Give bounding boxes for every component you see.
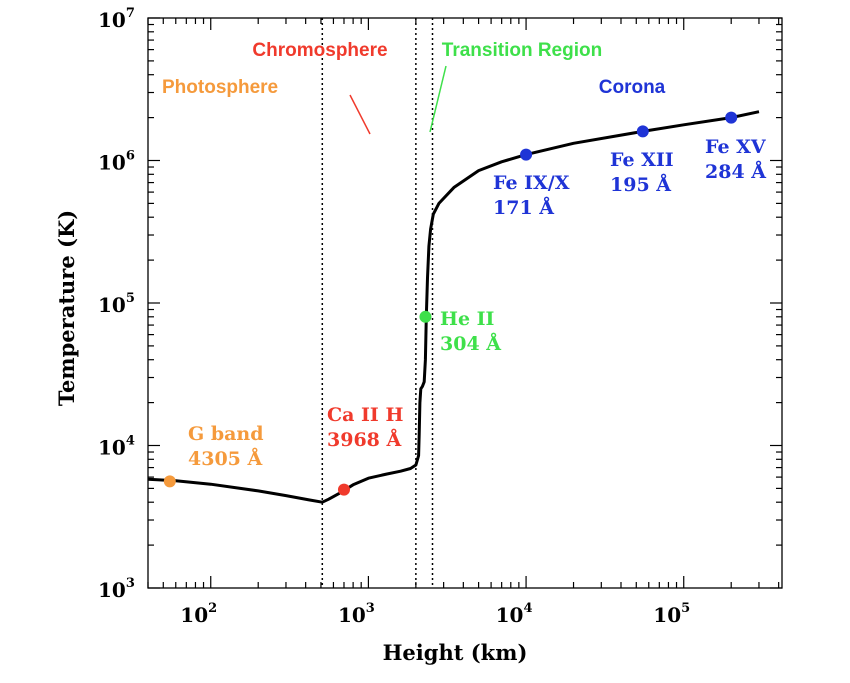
marker-label: Fe IX/X [493,172,570,194]
marker-label: 304 Å [440,332,501,355]
marker-label: 3968 Å [327,428,401,451]
temperature-curve [147,110,760,504]
data-marker [163,475,176,488]
marker-label: Ca II H [327,404,403,426]
y-tick-label: 104 [98,434,135,460]
marker-label: 171 Å [493,196,554,219]
x-tick-label: 103 [338,601,375,627]
y-tick-label: 107 [98,6,135,32]
plot-frame [147,17,783,589]
y-tick-label: 106 [98,149,135,175]
x-axis-title: Height (km) [383,640,528,665]
transition-region-pointer [429,65,447,133]
x-tick-label: 102 [180,601,217,627]
x-tick-label: 104 [496,601,533,627]
y-tick-label: 103 [98,576,135,602]
data-marker [337,483,350,496]
region-label-corona: Corona [599,77,666,98]
marker-label: He II [440,308,495,330]
region-label-photosphere: Photosphere [162,77,278,98]
marker-label: Fe XV [705,136,767,158]
marker-label: G band [188,423,264,445]
x-tick-label: 105 [653,601,690,627]
y-tick-label: 105 [98,291,135,317]
region-label-chromosphere: Chromosphere [252,40,387,61]
marker-label: 284 Å [705,160,766,183]
y-axis-title: Temperature (K) [54,210,79,406]
marker-label: 4305 Å [188,447,262,470]
data-marker [419,310,432,323]
region-label-transition-region: Transition Region [442,40,602,61]
data-marker [636,125,649,138]
data-marker [725,111,738,124]
data-marker [520,148,533,161]
chromosphere-pointer [349,94,371,135]
marker-label: 195 Å [610,173,671,196]
marker-label: Fe XII [610,149,674,171]
